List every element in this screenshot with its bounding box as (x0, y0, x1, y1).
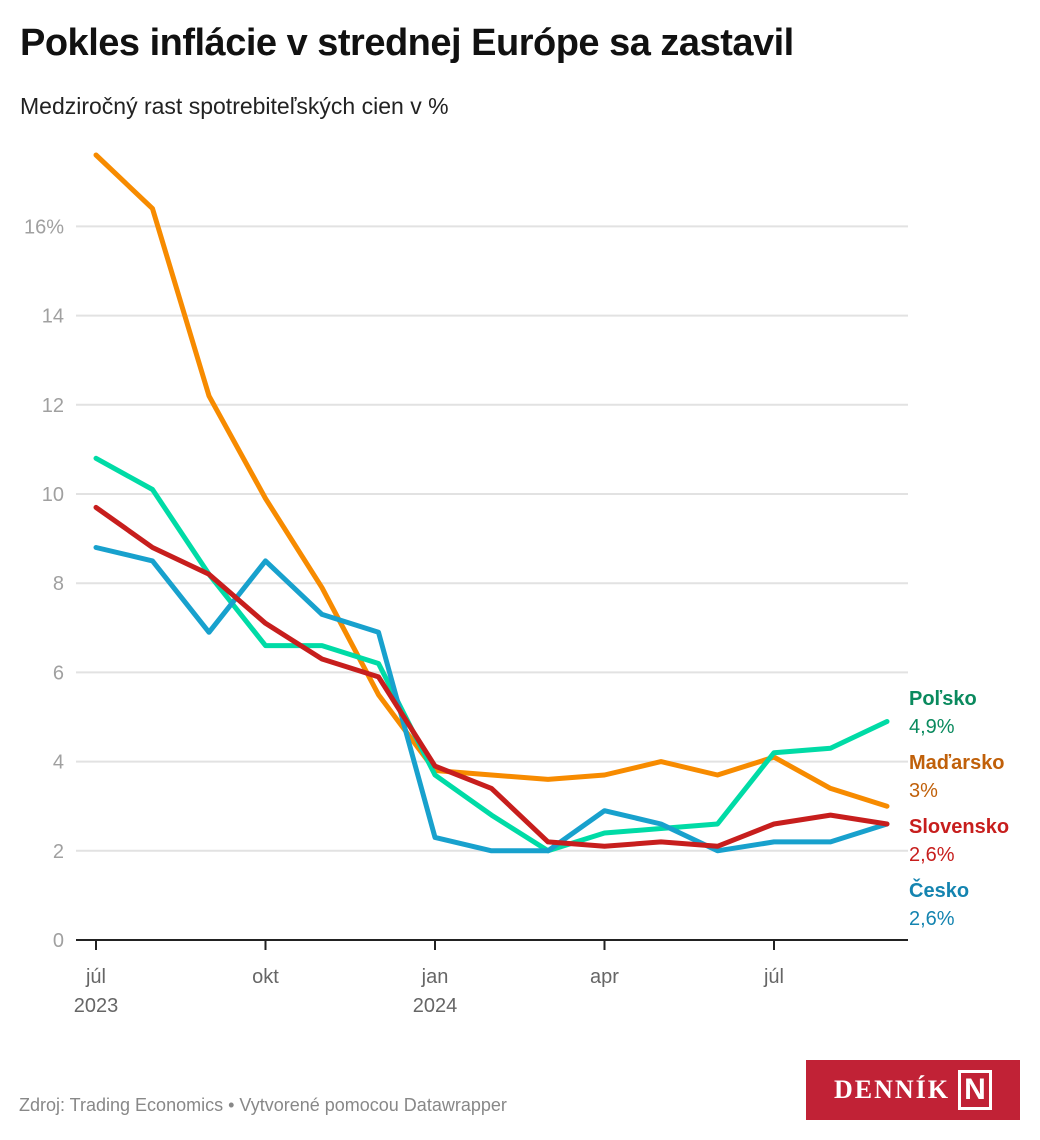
x-tick-year-label: 2024 (413, 995, 458, 1017)
logo-text: DENNÍK (833, 1075, 950, 1104)
x-tick-label: okt (252, 966, 279, 988)
series-label-value: 2,6% (909, 844, 955, 866)
series-lines (93, 152, 890, 854)
series-line-česko (93, 545, 890, 854)
series-line-slovensko (93, 504, 890, 849)
series-label-value: 4,9% (909, 716, 955, 738)
series-line-maďarsko (93, 152, 890, 809)
series-label-value: 2,6% (909, 908, 955, 930)
line-chart: 0 2 4 6 8 10 12 14 16% júl 2023 okt jan 2024 apr júl P… (24, 152, 1009, 1017)
y-tick-label: 14 (42, 306, 64, 328)
series-label-name: Maďarsko (909, 752, 1005, 774)
chart-title: Pokles inflácie v strednej Európe sa zas… (20, 22, 794, 64)
dennik-n-logo[interactable]: DENNÍK N (806, 1060, 1020, 1120)
y-axis-ticks: 0 2 4 6 8 10 12 14 16% (24, 216, 64, 952)
series-label-name: Česko (909, 878, 969, 902)
y-tick-label: 6 (53, 662, 64, 684)
series-label-value: 3% (909, 780, 938, 802)
x-tick-year-label: 2023 (74, 995, 119, 1017)
x-axis: júl 2023 okt jan 2024 apr júl (74, 939, 908, 1017)
logo-n-icon: N (958, 1070, 992, 1110)
x-tick-label: jan (421, 966, 449, 988)
y-tick-label: 2 (53, 841, 64, 863)
y-tick-label: 10 (42, 484, 64, 506)
x-tick-label: júl (763, 966, 784, 988)
y-tick-label: 8 (53, 573, 64, 595)
y-tick-label: 0 (53, 930, 64, 952)
y-tick-label: 16% (24, 216, 64, 238)
y-tick-label: 4 (53, 752, 64, 774)
source-note: Zdroj: Trading Economics • Vytvorené pom… (19, 1095, 507, 1115)
x-tick-label: apr (590, 966, 619, 988)
gridlines (76, 225, 908, 852)
series-line-poľsko (93, 455, 890, 854)
series-label-name: Poľsko (909, 688, 977, 710)
chart-subtitle: Medziročný rast spotrebiteľských cien v … (20, 93, 449, 119)
series-label-name: Slovensko (909, 816, 1009, 838)
y-tick-label: 12 (42, 395, 64, 417)
x-tick-label: júl (85, 966, 106, 988)
series-end-labels: Poľsko 4,9% Maďarsko 3% Slovensko 2,6% Česko 2,… (909, 688, 1009, 930)
